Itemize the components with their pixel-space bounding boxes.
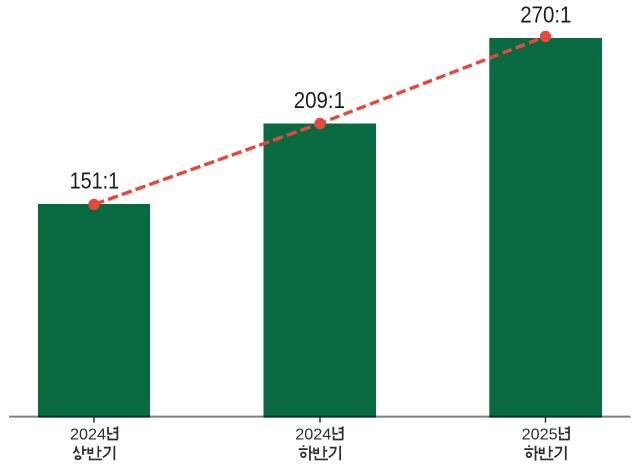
svg-text:270:1: 270:1 bbox=[520, 1, 571, 27]
svg-text:2024: 2024 bbox=[70, 427, 106, 444]
svg-text:209:1: 209:1 bbox=[294, 87, 345, 113]
svg-text:2025: 2025 bbox=[522, 427, 558, 444]
svg-text:2024: 2024 bbox=[295, 427, 331, 444]
svg-text:151:1: 151:1 bbox=[70, 168, 120, 194]
